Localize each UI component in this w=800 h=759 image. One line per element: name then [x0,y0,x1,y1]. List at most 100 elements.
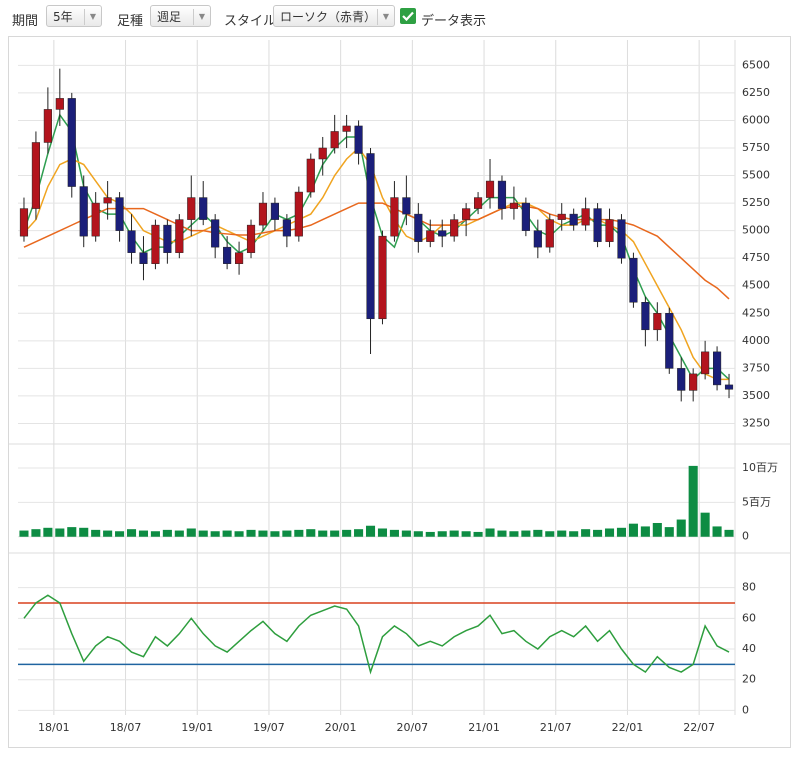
x-tick-label: 22/01 [612,721,644,734]
dropdown-arrow: ▼ [193,9,210,25]
volume-bar [318,530,328,537]
volume-bar [294,529,304,537]
candle-body [414,213,423,242]
y-tick-label: 4250 [742,306,770,319]
y-tick-label: 4750 [742,251,770,264]
volume-bar [31,529,41,537]
volume-bar [210,531,220,537]
candle-body [187,197,196,220]
dropdown-arrow: ▼ [84,9,101,25]
volume-bar [365,525,376,537]
x-tick-label: 19/01 [181,721,213,734]
candle-body [211,219,220,248]
volume-bar [509,531,519,537]
volume-bar [342,529,352,537]
y-tick-label: 10百万 [742,461,778,474]
volume-bar [616,527,627,537]
candle-body [294,191,303,237]
candle-body [450,219,459,237]
volume-bar [688,465,698,537]
moving-average [23,146,730,381]
style-value: ローソク（赤青） [280,10,377,24]
candle-body [521,202,530,231]
volume-bar [425,531,435,537]
candle-body [677,368,686,391]
volume-bar [150,531,160,537]
toolbar: 期間 5年 ▼ 足種 週足 ▼ スタイル ローソク（赤青） ▼ データ表示 [0,0,800,34]
y-tick-label: 40 [742,642,756,655]
candle-body [497,180,507,209]
y-tick-label: 0 [742,703,749,716]
y-tick-label: 4500 [742,279,770,292]
candle-body [390,197,399,237]
volume-bar [401,530,411,537]
volume-bar [449,530,459,537]
volume-bar [557,530,567,537]
volume-bar [533,529,543,537]
volume-bar [354,529,364,537]
volume-bar [234,531,244,537]
volume-bar [700,512,710,537]
data-checkbox[interactable] [400,8,416,24]
candle-body [724,384,734,390]
x-tick-label: 18/01 [38,721,70,734]
volume-bar [640,526,650,537]
volume-bar [628,523,638,537]
candle-body [55,98,64,110]
candle-body [545,219,554,248]
volume-bar [461,531,471,537]
volume-bar [126,529,137,537]
y-tick-label: 3750 [742,361,770,374]
volume-bar [43,527,53,537]
chart-frame [8,36,791,748]
candle-body [378,235,387,320]
candle-body [593,208,602,242]
candle-body [342,125,351,132]
candle-body [474,197,483,209]
candle-body [509,202,518,209]
volume-bar [282,530,292,537]
volume-bar [497,530,507,537]
x-tick-label: 22/07 [683,721,715,734]
period-dropdown[interactable]: 5年 ▼ [46,5,102,27]
y-tick-label: 60 [742,611,756,624]
candle-body [485,180,495,198]
x-tick-label: 18/07 [110,721,142,734]
volume-bar [389,529,399,537]
volume-bar [55,528,65,537]
candle-body [354,125,363,154]
y-tick-label: 0 [742,530,749,543]
candle-body [701,351,710,375]
data-label: データ表示 [421,14,487,29]
volume-bar [306,529,316,537]
volume-bar [79,527,89,537]
candle-body [235,252,244,264]
volume-bar [103,530,113,537]
candle-body [175,219,184,253]
volume-bar [652,522,662,537]
volume-bar [545,531,555,537]
volume-bar [270,531,280,537]
volume-bar [258,530,268,537]
style-dropdown[interactable]: ローソク（赤青） ▼ [273,5,395,27]
candle-body [115,197,124,231]
volume-bar [473,531,483,537]
candle-body [103,197,112,204]
candle-body [653,313,662,331]
candle-body [127,230,136,253]
bar-label: 足種 [117,14,144,29]
bar-value: 週足 [157,10,182,24]
volume-bar [330,530,340,537]
period-value: 5年 [53,10,73,24]
volume-bar [186,528,196,537]
y-tick-label: 5百万 [742,495,771,508]
candle-body [438,230,447,237]
candle-body [258,202,268,226]
candle-body [665,313,674,369]
x-tick-label: 20/01 [325,721,357,734]
candle-body [19,208,29,237]
bar-dropdown[interactable]: 週足 ▼ [150,5,211,27]
volume-bar [664,527,674,537]
rsi-line [23,594,730,675]
